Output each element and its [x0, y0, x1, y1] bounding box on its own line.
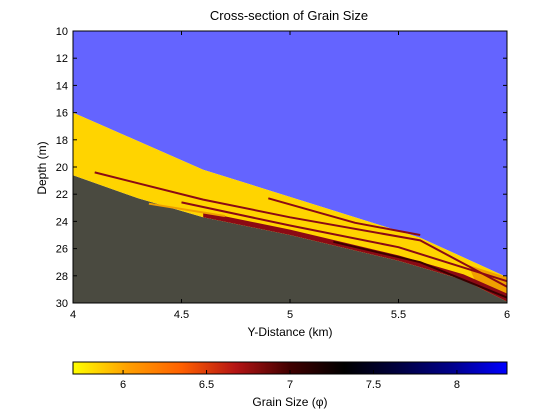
y-tick-label: 12 [56, 53, 68, 65]
region-coarse-bottom [203, 211, 507, 302]
x-axis-label: Y-Distance (km) [248, 325, 333, 339]
region-deposit [73, 112, 507, 302]
y-tick-label: 16 [56, 108, 68, 120]
y-tick-label: 20 [56, 162, 68, 174]
colorbar-tick-label: 6 [120, 379, 126, 391]
y-tick-label: 24 [56, 216, 68, 228]
y-tick-label: 30 [56, 298, 68, 310]
colorbar: 6 6.5 7 7.5 8 Grain Size (φ) [72, 361, 508, 409]
y-tick-label: 28 [56, 271, 68, 283]
colorbar-tick-label: 8 [454, 379, 460, 391]
chart-title: Cross-section of Grain Size [210, 8, 368, 23]
y-tick-label: 10 [56, 26, 68, 38]
x-tick-label: 4.5 [174, 309, 189, 321]
x-tick-label: 5 [287, 309, 293, 321]
x-axis: 4 4.5 5 5.5 6 [70, 31, 510, 321]
y-axis-label: Depth (m) [35, 141, 49, 194]
grain-band-1 [94, 171, 508, 288]
colorbar-ticks: 6 6.5 7 7.5 8 [120, 370, 460, 391]
region-water [73, 31, 507, 278]
region-bed [73, 175, 507, 303]
colorbar-tick-label: 7.5 [366, 379, 381, 391]
grain-band-4 [333, 240, 508, 299]
x-tick-label: 5.5 [391, 309, 406, 321]
colorbar-label: Grain Size (φ) [252, 395, 327, 409]
grain-band-2 [181, 201, 508, 283]
plot-area [73, 31, 508, 303]
y-tick-label: 14 [56, 80, 68, 92]
y-tick-label: 26 [56, 244, 68, 256]
x-tick-label: 4 [70, 309, 76, 321]
y-axis: 10 12 14 16 18 20 22 24 26 28 30 [56, 26, 507, 310]
colorbar-tick-label: 6.5 [199, 379, 214, 391]
y-tick-label: 22 [56, 189, 68, 201]
y-tick-label: 18 [56, 135, 68, 147]
grain-band-5 [148, 202, 226, 217]
colorbar-tick-label: 7 [287, 379, 293, 391]
grain-band-3 [268, 197, 421, 236]
x-tick-label: 6 [504, 309, 510, 321]
